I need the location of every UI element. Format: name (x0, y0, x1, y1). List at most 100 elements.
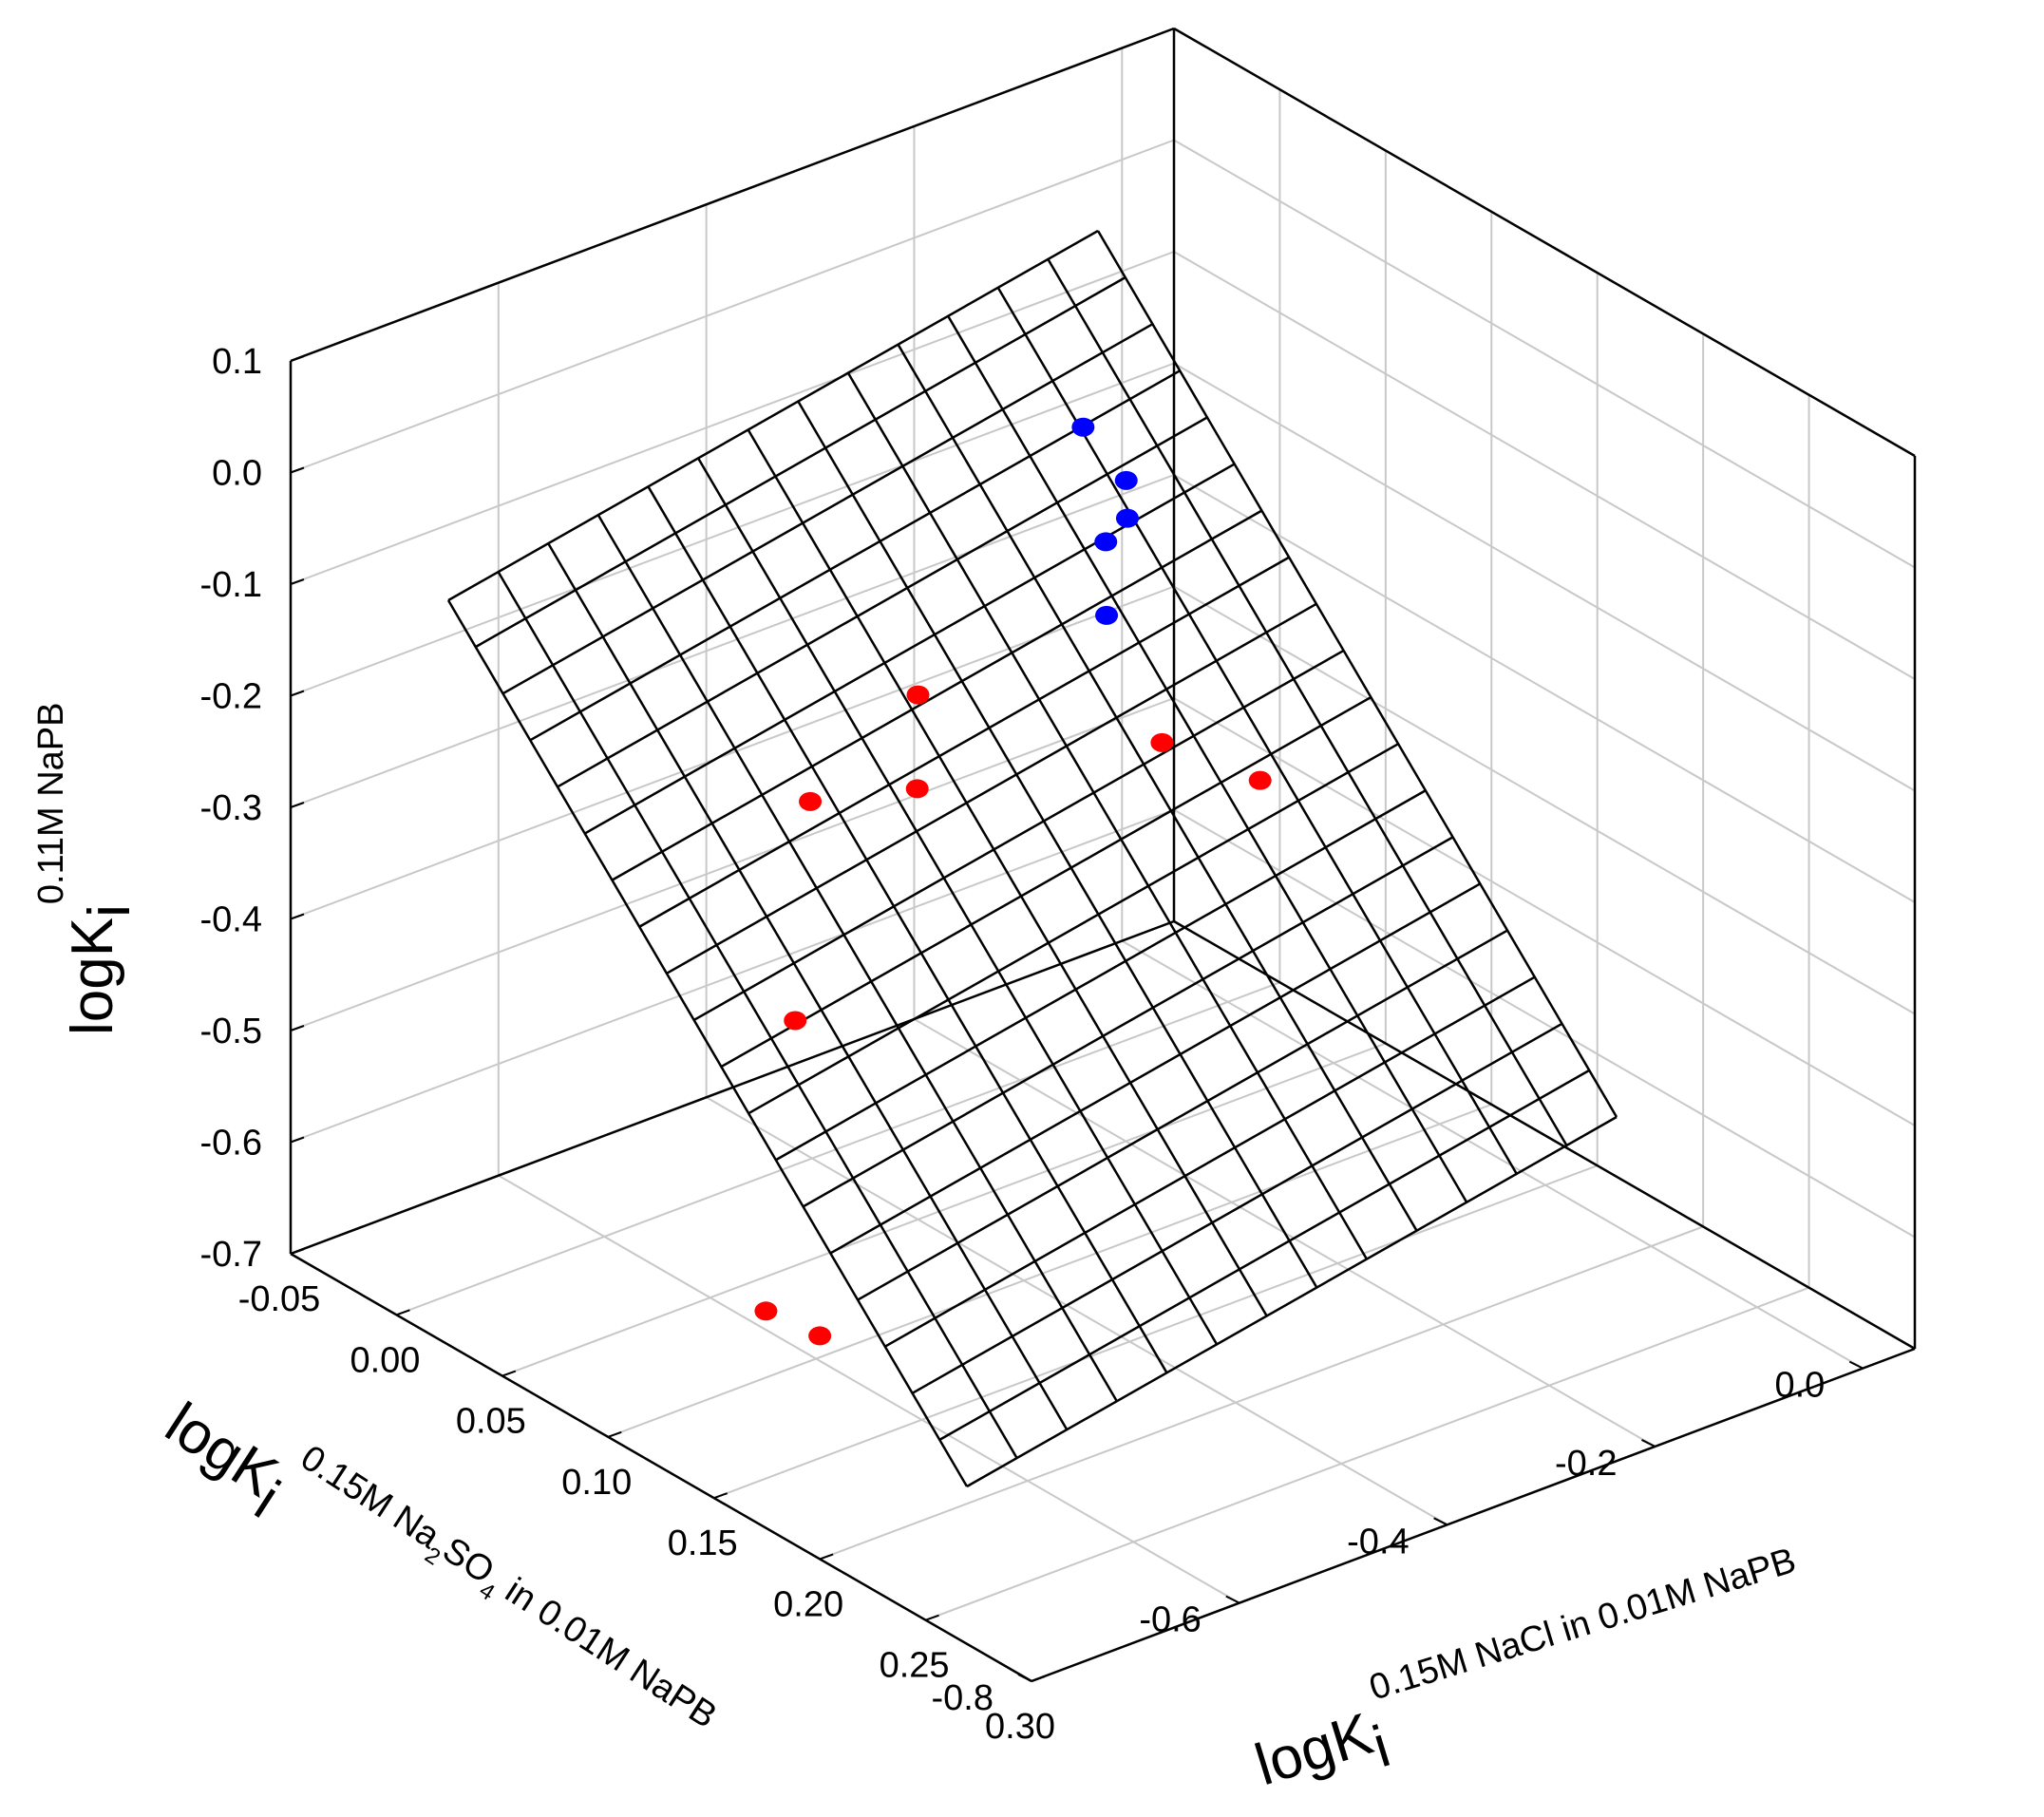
y-axis-title: logKi0.15M Na2SO4 in 0.01M NaPB (145, 1367, 724, 1796)
z-tick-mark (290, 690, 305, 697)
blue-data-point (1095, 605, 1119, 625)
x-tick-label: -0.05 (238, 1279, 321, 1319)
surface-mesh-line (947, 315, 1468, 1203)
x-tick-mark (290, 1248, 305, 1255)
red-data-point (1150, 732, 1174, 752)
y-tick-mark (1641, 1439, 1656, 1448)
x-tick-mark (607, 1430, 622, 1438)
blue-data-point (1094, 532, 1118, 552)
surface-mesh-line (829, 882, 1481, 1255)
z-gridline-left-wall (290, 808, 1175, 1144)
z-gridline-left-wall (290, 697, 1175, 1032)
z-tick-mark (290, 913, 305, 920)
y-tick-label: -0.8 (932, 1678, 994, 1718)
surface-mesh-line (529, 369, 1181, 742)
y-gridline-floor (1121, 939, 1864, 1370)
axes-frame (289, 27, 1917, 1683)
x-axis-title-main: logK (1248, 1701, 1380, 1798)
surface-mesh-line (775, 789, 1427, 1162)
z-tick-label: -0.7 (200, 1235, 262, 1275)
y-tick-label: -0.6 (1139, 1600, 1201, 1640)
surface-mesh-line (748, 743, 1399, 1115)
red-data-point (906, 685, 930, 705)
x-axis-title: logKi0.15M NaCl in 0.01M NaPB (1240, 1541, 1821, 1815)
surface-mesh-line (497, 571, 1018, 1459)
surface-mesh-line (797, 400, 1318, 1289)
y-tick-label: -0.2 (1555, 1444, 1617, 1484)
z-gridline-right-wall (1173, 251, 1916, 680)
y-tick-mark (1225, 1595, 1240, 1604)
z-gridline-left-wall (290, 362, 1175, 697)
surface-mesh-line (846, 371, 1369, 1260)
surface-mesh-line (966, 1115, 1618, 1488)
surface-mesh-line (666, 602, 1317, 975)
red-data-point (799, 791, 823, 811)
x-gridline-floor (925, 1286, 1809, 1621)
y-tick-label: -0.4 (1347, 1522, 1409, 1561)
frame-edge (290, 27, 1175, 363)
surface-mesh-line (596, 514, 1118, 1402)
x-axis-title-sup: 0.15M NaCl in 0.01M NaPB (1365, 1541, 1801, 1709)
x-gridline-floor (396, 981, 1280, 1316)
frame-edge (1173, 27, 1916, 458)
z-gridline-right-wall (1173, 362, 1916, 792)
svg-text:logKi0.15M NaCl in 0.01M NaPB: logKi0.15M NaCl in 0.01M NaPB (1240, 1541, 1821, 1815)
z-tick-label: 0.1 (212, 342, 262, 382)
surface-mesh-line (938, 1069, 1590, 1441)
x-tick-mark (819, 1553, 834, 1561)
blue-data-point (1071, 417, 1095, 437)
z-tick-mark (290, 802, 305, 808)
surface-mesh-line (897, 344, 1418, 1232)
x-gridline-floor (607, 1103, 1492, 1438)
z-tick-mark (290, 1025, 305, 1032)
x-tick-label: 0.05 (456, 1402, 526, 1442)
z-tick-mark (290, 466, 305, 474)
surface-mesh-line (720, 695, 1372, 1069)
svg-text:logKi0.15M Na2SO4 in 0.01M NaP: logKi0.15M Na2SO4 in 0.01M NaPB (145, 1367, 724, 1796)
y-tick-mark (1848, 1360, 1864, 1370)
x-tick-label: 0.10 (561, 1463, 632, 1503)
x-tick-mark (1031, 1675, 1046, 1682)
z-axis-title-sup: 0.11M NaPB (31, 703, 71, 905)
z-axis-title: logKi 0.11M NaPB (31, 703, 142, 1036)
z-gridline-left-wall (290, 474, 1175, 808)
z-tick-label: -0.5 (200, 1012, 262, 1051)
x-tick-label: 0.00 (350, 1340, 420, 1380)
svg-text:logKi0.11M NaPB: logKi 0.11M NaPB (31, 703, 142, 1036)
surface-mesh-line (884, 975, 1536, 1348)
z-gridline-right-wall (1173, 697, 1916, 1126)
z-tick-label: -0.4 (200, 900, 262, 940)
x-tick-label: 0.15 (668, 1524, 738, 1563)
surface-mesh-line (1047, 258, 1568, 1146)
y-tick-label: 0.0 (1774, 1366, 1825, 1406)
frame-edge (290, 1252, 1032, 1683)
surface-mesh-line (747, 428, 1268, 1317)
gridlines (290, 28, 1916, 1682)
x-gridline-floor (502, 1042, 1387, 1377)
y-gridline-floor (706, 1096, 1448, 1526)
z-tick-label: -0.6 (200, 1124, 262, 1164)
surface-mesh-line (446, 599, 969, 1487)
z-gridline-left-wall (290, 585, 1175, 920)
surface-mesh-line (447, 229, 1099, 602)
z-tick-label: -0.2 (200, 677, 262, 717)
surface-mesh-line (611, 509, 1263, 881)
blue-data-point (1114, 470, 1138, 490)
z-axis-title-main: logK (60, 918, 125, 1035)
surface-mesh-line (638, 556, 1290, 928)
tick-labels: 0.1 0.0 -0.1 -0.2 -0.3 -0.4 -0.5 -0.6 -0.7 0.0 -0.… (200, 342, 1826, 1747)
surface-mesh-line (557, 416, 1208, 788)
blue-data-point (1115, 508, 1139, 528)
z-gridline-left-wall (290, 251, 1175, 585)
x-tick-mark (925, 1614, 939, 1621)
red-data-point (1248, 770, 1272, 790)
x-tick-mark (502, 1370, 517, 1377)
surface-mesh-line (693, 649, 1345, 1022)
x-tick-label: 0.30 (985, 1707, 1055, 1747)
y-gridline-floor (498, 1174, 1240, 1604)
frame-edge (1031, 1347, 1916, 1683)
y-tick-mark (1433, 1517, 1448, 1526)
x-gridline-floor (819, 1225, 1704, 1561)
surface-mesh-line (802, 836, 1454, 1208)
